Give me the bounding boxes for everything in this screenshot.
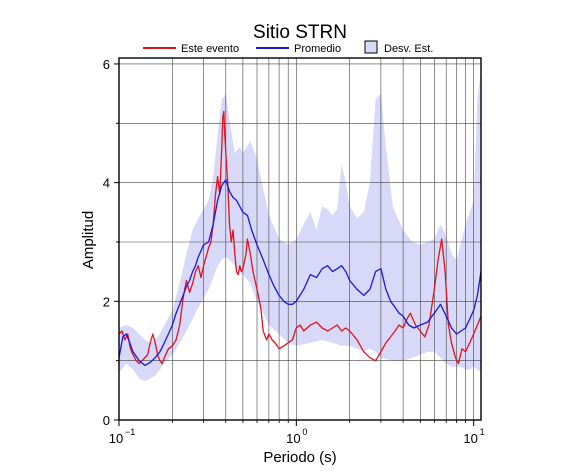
legend-swatch-desv-est <box>364 40 378 54</box>
std-dev-band <box>119 69 481 382</box>
legend-label-promedio: Promedio <box>294 43 341 55</box>
series-line-este-evento <box>118 110 482 365</box>
x-tick-exponent: 0 <box>302 427 307 437</box>
plot-frame <box>118 57 482 421</box>
x-tick-label: 10 <box>286 431 300 446</box>
y-tick-label: 6 <box>103 57 110 72</box>
series-line-promedio <box>118 179 482 367</box>
y-tick-label: 4 <box>103 176 110 191</box>
legend-label-este-evento: Este evento <box>181 43 239 55</box>
x-tick-label: 10 <box>109 431 123 446</box>
chart-title: Sitio STRN <box>253 22 347 43</box>
y-tick-label: 2 <box>103 294 110 309</box>
x-tick-exponent: 1 <box>480 427 485 437</box>
x-tick-label: 10 <box>463 431 477 446</box>
y-tick-label: 0 <box>103 413 110 428</box>
y-axis-label: Amplitud <box>80 211 97 269</box>
legend-label-desv-est: Desv. Est. <box>384 43 433 55</box>
legend: Este evento Promedio Desv. Est. <box>143 40 433 55</box>
x-axis-label: Periodo (s) <box>263 449 336 466</box>
x-tick-exponent: −1 <box>125 427 135 437</box>
